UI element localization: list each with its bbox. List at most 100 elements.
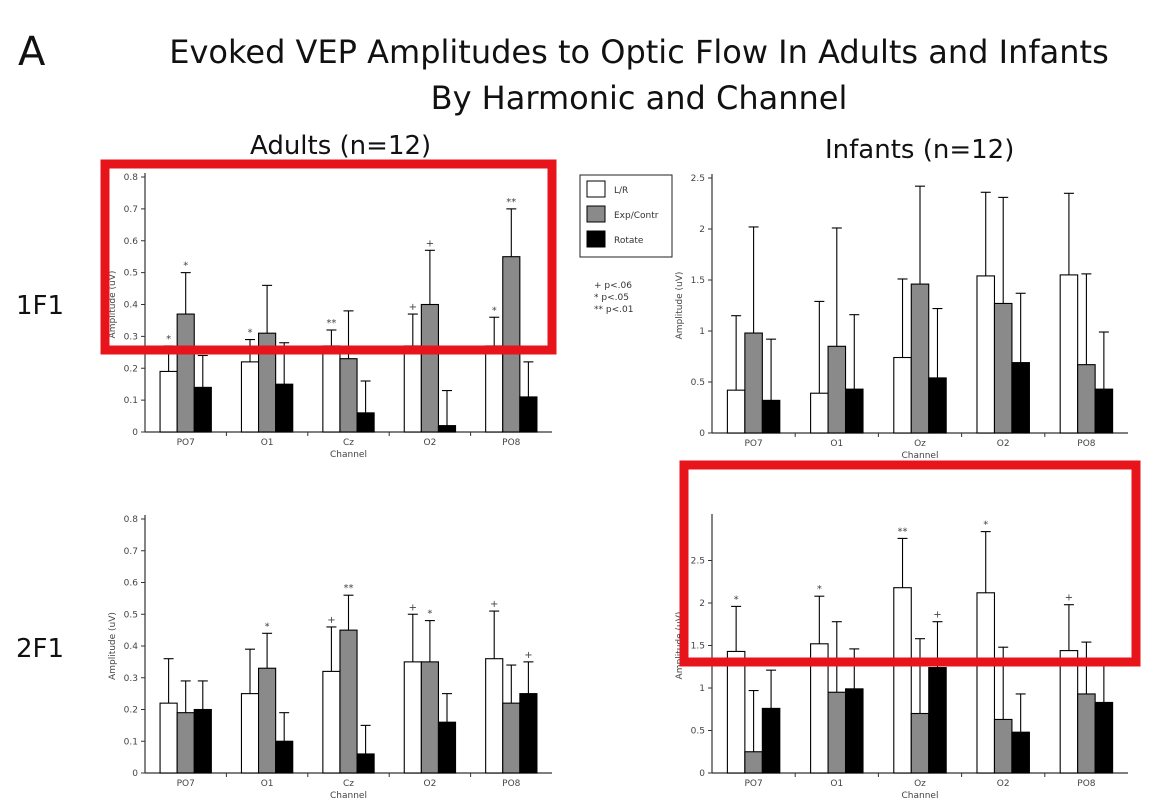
y-axis-label: Amplitude (uV) [675, 272, 685, 340]
y-tick-label: 0 [132, 428, 138, 438]
bar [193, 708, 212, 774]
significance-marker: * [734, 594, 739, 605]
bar [420, 661, 439, 774]
x-axis-label: Channel [330, 450, 367, 460]
legend-label: Exp/Contr [614, 211, 659, 221]
y-tick-label: 0 [699, 429, 705, 439]
group-title-adults: Adults (n=12) [250, 131, 432, 161]
legend-label: Rotate [614, 236, 644, 246]
y-tick-label: 0.5 [124, 610, 138, 620]
y-axis-label: Amplitude (uV) [108, 612, 118, 680]
y-tick-label: 0.2 [124, 364, 138, 374]
y-tick-label: 0.3 [124, 674, 138, 684]
y-tick-label: 1.5 [691, 642, 705, 652]
y-tick-label: 2.5 [691, 174, 705, 184]
significance-marker: * [427, 609, 432, 620]
y-tick-label: 0.4 [124, 301, 139, 311]
significance-marker: + [933, 610, 941, 621]
x-tick-label: O2 [423, 779, 436, 789]
significance-marker: + [409, 602, 417, 613]
bar [976, 275, 996, 434]
x-tick-label: O2 [997, 439, 1010, 449]
y-axis-label: Amplitude (uV) [108, 271, 118, 339]
x-tick-label: PO8 [502, 779, 521, 789]
x-axis-label: Channel [330, 791, 367, 801]
y-tick-label: 0.3 [124, 332, 138, 342]
bar [403, 345, 422, 433]
bar [356, 412, 375, 433]
bar [176, 313, 195, 433]
y-tick-label: 0.4 [124, 642, 139, 652]
bar [810, 392, 829, 434]
bar [193, 386, 212, 433]
group-title-infants: Infants (n=12) [825, 135, 1015, 165]
y-tick-label: 0.8 [124, 173, 139, 183]
bar [240, 361, 260, 433]
x-tick-label: Cz [343, 438, 354, 448]
row-label-2f1: 2F1 [16, 634, 65, 664]
bar [976, 592, 996, 774]
bar [1094, 388, 1114, 434]
bar [519, 693, 538, 774]
bar [910, 712, 930, 774]
bar [403, 661, 422, 774]
legend-swatch [586, 205, 606, 223]
bar [844, 688, 864, 774]
significance-marker: ** [326, 318, 336, 329]
x-tick-label: O1 [830, 439, 843, 449]
bar [1011, 362, 1030, 434]
x-tick-label: O1 [261, 438, 274, 448]
bar [844, 388, 864, 434]
x-tick-label: PO8 [502, 438, 521, 448]
y-tick-label: 1.5 [691, 276, 705, 286]
x-axis-label: Channel [902, 451, 939, 461]
bar [437, 425, 457, 433]
panel-letter: A [18, 29, 46, 75]
bar [1059, 650, 1079, 774]
figure-title-line-1: Evoked VEP Amplitudes to Optic Flow In A… [169, 33, 1109, 71]
bar [275, 740, 294, 774]
bar [502, 702, 521, 774]
bar [339, 629, 358, 774]
row-label-1f1: 1F1 [16, 291, 65, 321]
y-tick-label: 0.5 [124, 269, 138, 279]
bar [322, 345, 341, 433]
highlight-box-adults-1f1 [100, 159, 557, 355]
y-tick-label: 0.7 [124, 547, 138, 557]
significance-key: ** p<.01 [594, 305, 633, 315]
y-tick-label: 0.5 [691, 378, 705, 388]
x-tick-label: PO8 [1077, 439, 1096, 449]
y-tick-label: 0.1 [124, 396, 138, 406]
bar [928, 377, 947, 434]
bar [159, 370, 178, 433]
highlight-box-infants-2f1 [679, 460, 1141, 667]
y-tick-label: 1 [699, 327, 705, 337]
y-tick-label: 0 [132, 769, 138, 779]
bar [258, 667, 277, 774]
bar [437, 721, 457, 774]
bar [993, 302, 1013, 434]
bar [761, 707, 781, 774]
x-tick-label: Oz [914, 439, 926, 449]
bar [1011, 731, 1030, 774]
y-tick-label: 0.6 [124, 237, 139, 247]
bar [761, 399, 781, 434]
bar [910, 283, 930, 434]
bar [827, 691, 847, 774]
legend-label: L/R [614, 186, 628, 196]
x-tick-label: PO7 [744, 439, 762, 449]
significance-marker: * [817, 584, 822, 595]
y-tick-label: 0.5 [691, 727, 705, 737]
bar [744, 332, 763, 434]
bar [827, 345, 847, 434]
bar [1094, 701, 1114, 774]
significance-marker: + [409, 302, 417, 313]
significance-marker: ** [898, 526, 908, 537]
significance-marker: * [492, 305, 497, 316]
bar [744, 751, 763, 774]
bar [893, 356, 912, 434]
significance-marker: + [426, 238, 434, 249]
significance-marker: + [1065, 593, 1073, 604]
bar [339, 358, 358, 433]
